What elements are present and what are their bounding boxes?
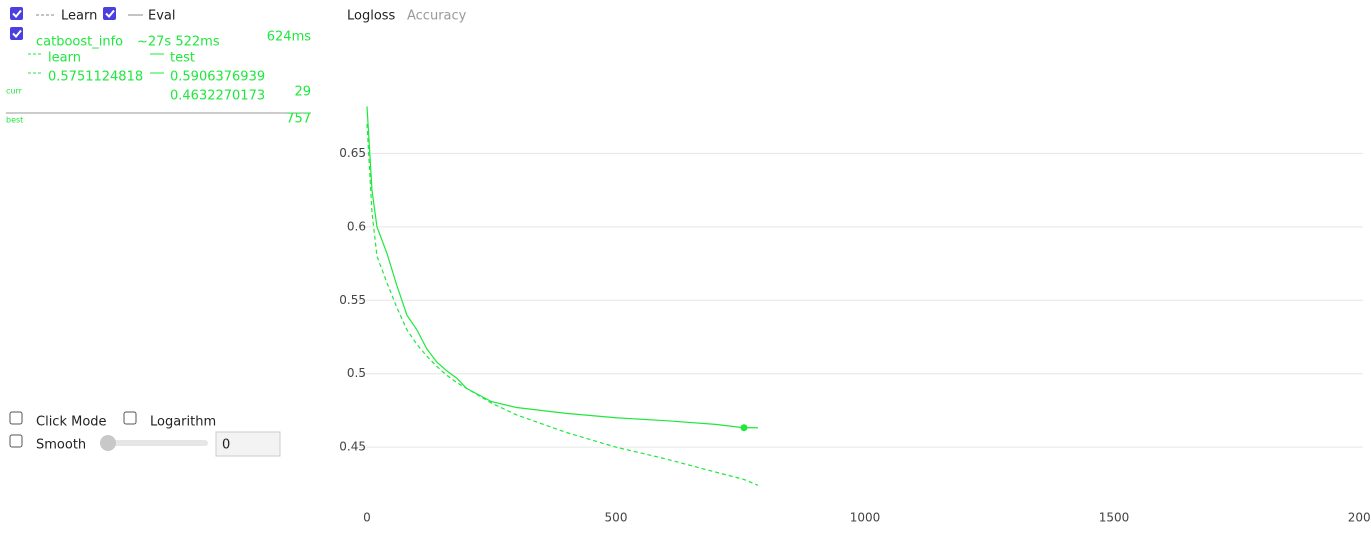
logarithm-checkbox[interactable] (123, 411, 137, 425)
click-mode-checkbox[interactable] (9, 411, 23, 425)
tab-active[interactable]: Logloss (347, 9, 396, 24)
test-label: test (170, 51, 195, 66)
learn-label: learn (48, 51, 81, 66)
x-tick-label: 500 (605, 511, 628, 525)
smooth-label: Smooth (36, 438, 86, 453)
remaining: 624ms (267, 30, 311, 45)
click-mode-label: Click Mode (36, 415, 107, 430)
logarithm-label: Logarithm (150, 415, 216, 430)
legend-learn: Learn (61, 9, 97, 24)
curr-label: curr (6, 87, 23, 96)
run-name: catboost_info (36, 35, 123, 50)
series-line (366, 124, 759, 486)
curr-test: 0.5906376939 (170, 70, 265, 85)
tab[interactable]: Accuracy (407, 9, 467, 24)
smooth-slider[interactable] (100, 440, 208, 446)
eval-toggle[interactable] (103, 7, 116, 20)
curr-learn: 0.5751124818 (48, 70, 143, 85)
learn-toggle[interactable] (10, 7, 23, 20)
best-iteration: 757 (286, 112, 311, 127)
y-tick-label: 0.5 (347, 366, 366, 380)
series-line (366, 106, 758, 429)
x-tick-label: 1000 (850, 511, 881, 525)
elapsed: ~27s 522ms (137, 35, 220, 50)
best-label: best (6, 116, 23, 125)
smooth-checkbox[interactable] (9, 434, 23, 448)
smooth-input[interactable] (215, 431, 281, 457)
y-tick-label: 0.65 (339, 146, 366, 160)
y-tick-label: 0.45 (339, 440, 366, 454)
x-tick-label: 2000 (1348, 511, 1371, 525)
y-tick-label: 0.6 (347, 219, 366, 233)
run-toggle[interactable] (10, 27, 23, 40)
x-tick-label: 1500 (1099, 511, 1130, 525)
slider-knob[interactable] (100, 435, 116, 451)
y-tick-label: 0.55 (339, 293, 366, 307)
x-tick-label: 0 (363, 511, 371, 525)
legend-eval: Eval (148, 9, 176, 24)
smooth-value: 0 (222, 438, 230, 453)
best-point (740, 424, 748, 432)
best-test: 0.4632270173 (170, 89, 265, 104)
curr-iteration: 29 (294, 85, 311, 100)
